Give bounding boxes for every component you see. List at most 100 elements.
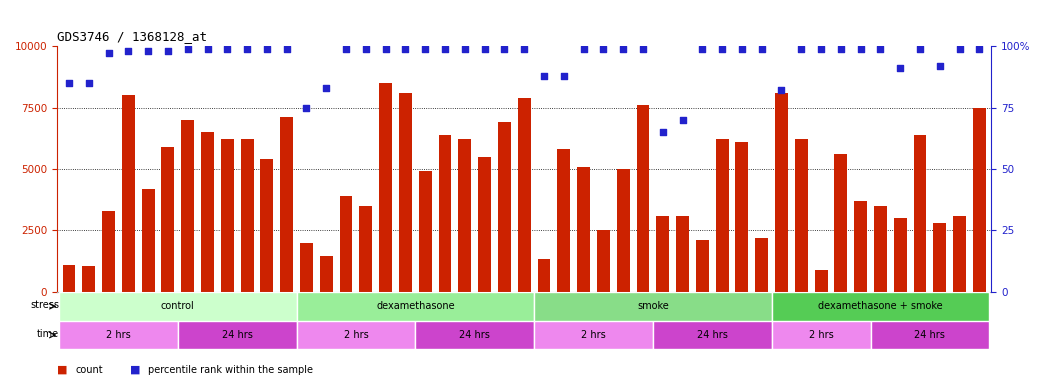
Bar bbox=[695, 240, 709, 292]
Text: control: control bbox=[161, 301, 195, 311]
Point bbox=[120, 48, 137, 54]
Bar bbox=[617, 169, 630, 292]
Point bbox=[634, 45, 651, 51]
Bar bbox=[221, 139, 234, 292]
Point bbox=[239, 45, 255, 51]
Point bbox=[734, 45, 750, 51]
Point bbox=[398, 45, 414, 51]
Bar bbox=[177, 321, 297, 349]
Point bbox=[219, 45, 236, 51]
Point bbox=[832, 45, 849, 51]
Point bbox=[496, 45, 513, 51]
Point bbox=[199, 45, 216, 51]
Point bbox=[337, 45, 354, 51]
Text: 24 hrs: 24 hrs bbox=[459, 330, 490, 340]
Text: ■: ■ bbox=[130, 365, 140, 375]
Point bbox=[714, 45, 731, 51]
Point bbox=[160, 48, 176, 54]
Bar bbox=[815, 270, 827, 292]
Bar bbox=[399, 93, 412, 292]
Point bbox=[457, 45, 473, 51]
Bar bbox=[241, 139, 253, 292]
Point bbox=[81, 80, 98, 86]
Bar bbox=[535, 321, 653, 349]
Bar bbox=[359, 206, 373, 292]
Point bbox=[180, 45, 196, 51]
Point bbox=[516, 45, 532, 51]
Bar bbox=[300, 243, 312, 292]
Text: ■: ■ bbox=[57, 365, 67, 375]
Text: time: time bbox=[37, 329, 59, 339]
Bar bbox=[894, 218, 906, 292]
Bar bbox=[439, 134, 452, 292]
Bar bbox=[535, 292, 771, 321]
Bar bbox=[280, 118, 293, 292]
Bar bbox=[415, 321, 535, 349]
Bar bbox=[874, 206, 886, 292]
Bar bbox=[182, 120, 194, 292]
Bar bbox=[715, 139, 729, 292]
Text: 2 hrs: 2 hrs bbox=[106, 330, 131, 340]
Text: 24 hrs: 24 hrs bbox=[914, 330, 946, 340]
Bar bbox=[636, 105, 650, 292]
Bar bbox=[459, 139, 471, 292]
Bar bbox=[59, 321, 177, 349]
Bar bbox=[933, 223, 947, 292]
Bar bbox=[775, 93, 788, 292]
Point bbox=[258, 45, 275, 51]
Text: dexamethasone + smoke: dexamethasone + smoke bbox=[818, 301, 943, 311]
Point bbox=[694, 45, 711, 51]
Text: percentile rank within the sample: percentile rank within the sample bbox=[148, 365, 313, 375]
Bar bbox=[676, 216, 689, 292]
Point bbox=[773, 87, 790, 93]
Bar bbox=[771, 321, 871, 349]
Bar bbox=[518, 98, 530, 292]
Bar bbox=[736, 142, 748, 292]
Text: 2 hrs: 2 hrs bbox=[809, 330, 834, 340]
Bar bbox=[771, 292, 989, 321]
Point bbox=[931, 63, 948, 69]
Bar bbox=[142, 189, 155, 292]
Bar bbox=[835, 154, 847, 292]
Bar bbox=[297, 321, 415, 349]
Point bbox=[911, 45, 928, 51]
Bar bbox=[973, 108, 986, 292]
Point bbox=[378, 45, 394, 51]
Point bbox=[813, 45, 829, 51]
Bar bbox=[62, 265, 76, 292]
Point bbox=[417, 45, 434, 51]
Bar bbox=[102, 211, 115, 292]
Point bbox=[278, 45, 295, 51]
Point bbox=[318, 85, 334, 91]
Bar bbox=[201, 132, 214, 292]
Bar bbox=[795, 139, 808, 292]
Point bbox=[872, 45, 889, 51]
Point bbox=[555, 73, 572, 79]
Text: stress: stress bbox=[30, 300, 59, 310]
Point bbox=[140, 48, 157, 54]
Bar bbox=[162, 147, 174, 292]
Bar bbox=[339, 196, 353, 292]
Point bbox=[476, 45, 493, 51]
Point bbox=[754, 45, 770, 51]
Text: dexamethasone: dexamethasone bbox=[376, 301, 455, 311]
Point bbox=[892, 65, 908, 71]
Point bbox=[972, 45, 988, 51]
Point bbox=[852, 45, 869, 51]
Bar bbox=[379, 83, 392, 292]
Point bbox=[951, 45, 967, 51]
Bar bbox=[656, 216, 670, 292]
Bar bbox=[653, 321, 771, 349]
Point bbox=[614, 45, 631, 51]
Point bbox=[595, 45, 611, 51]
Text: count: count bbox=[76, 365, 104, 375]
Text: 24 hrs: 24 hrs bbox=[222, 330, 252, 340]
Point bbox=[60, 80, 77, 86]
Text: 2 hrs: 2 hrs bbox=[581, 330, 606, 340]
Bar bbox=[261, 159, 273, 292]
Bar bbox=[121, 95, 135, 292]
Text: 24 hrs: 24 hrs bbox=[696, 330, 728, 340]
Bar bbox=[82, 266, 95, 292]
Point bbox=[298, 104, 315, 111]
Point bbox=[101, 50, 117, 56]
